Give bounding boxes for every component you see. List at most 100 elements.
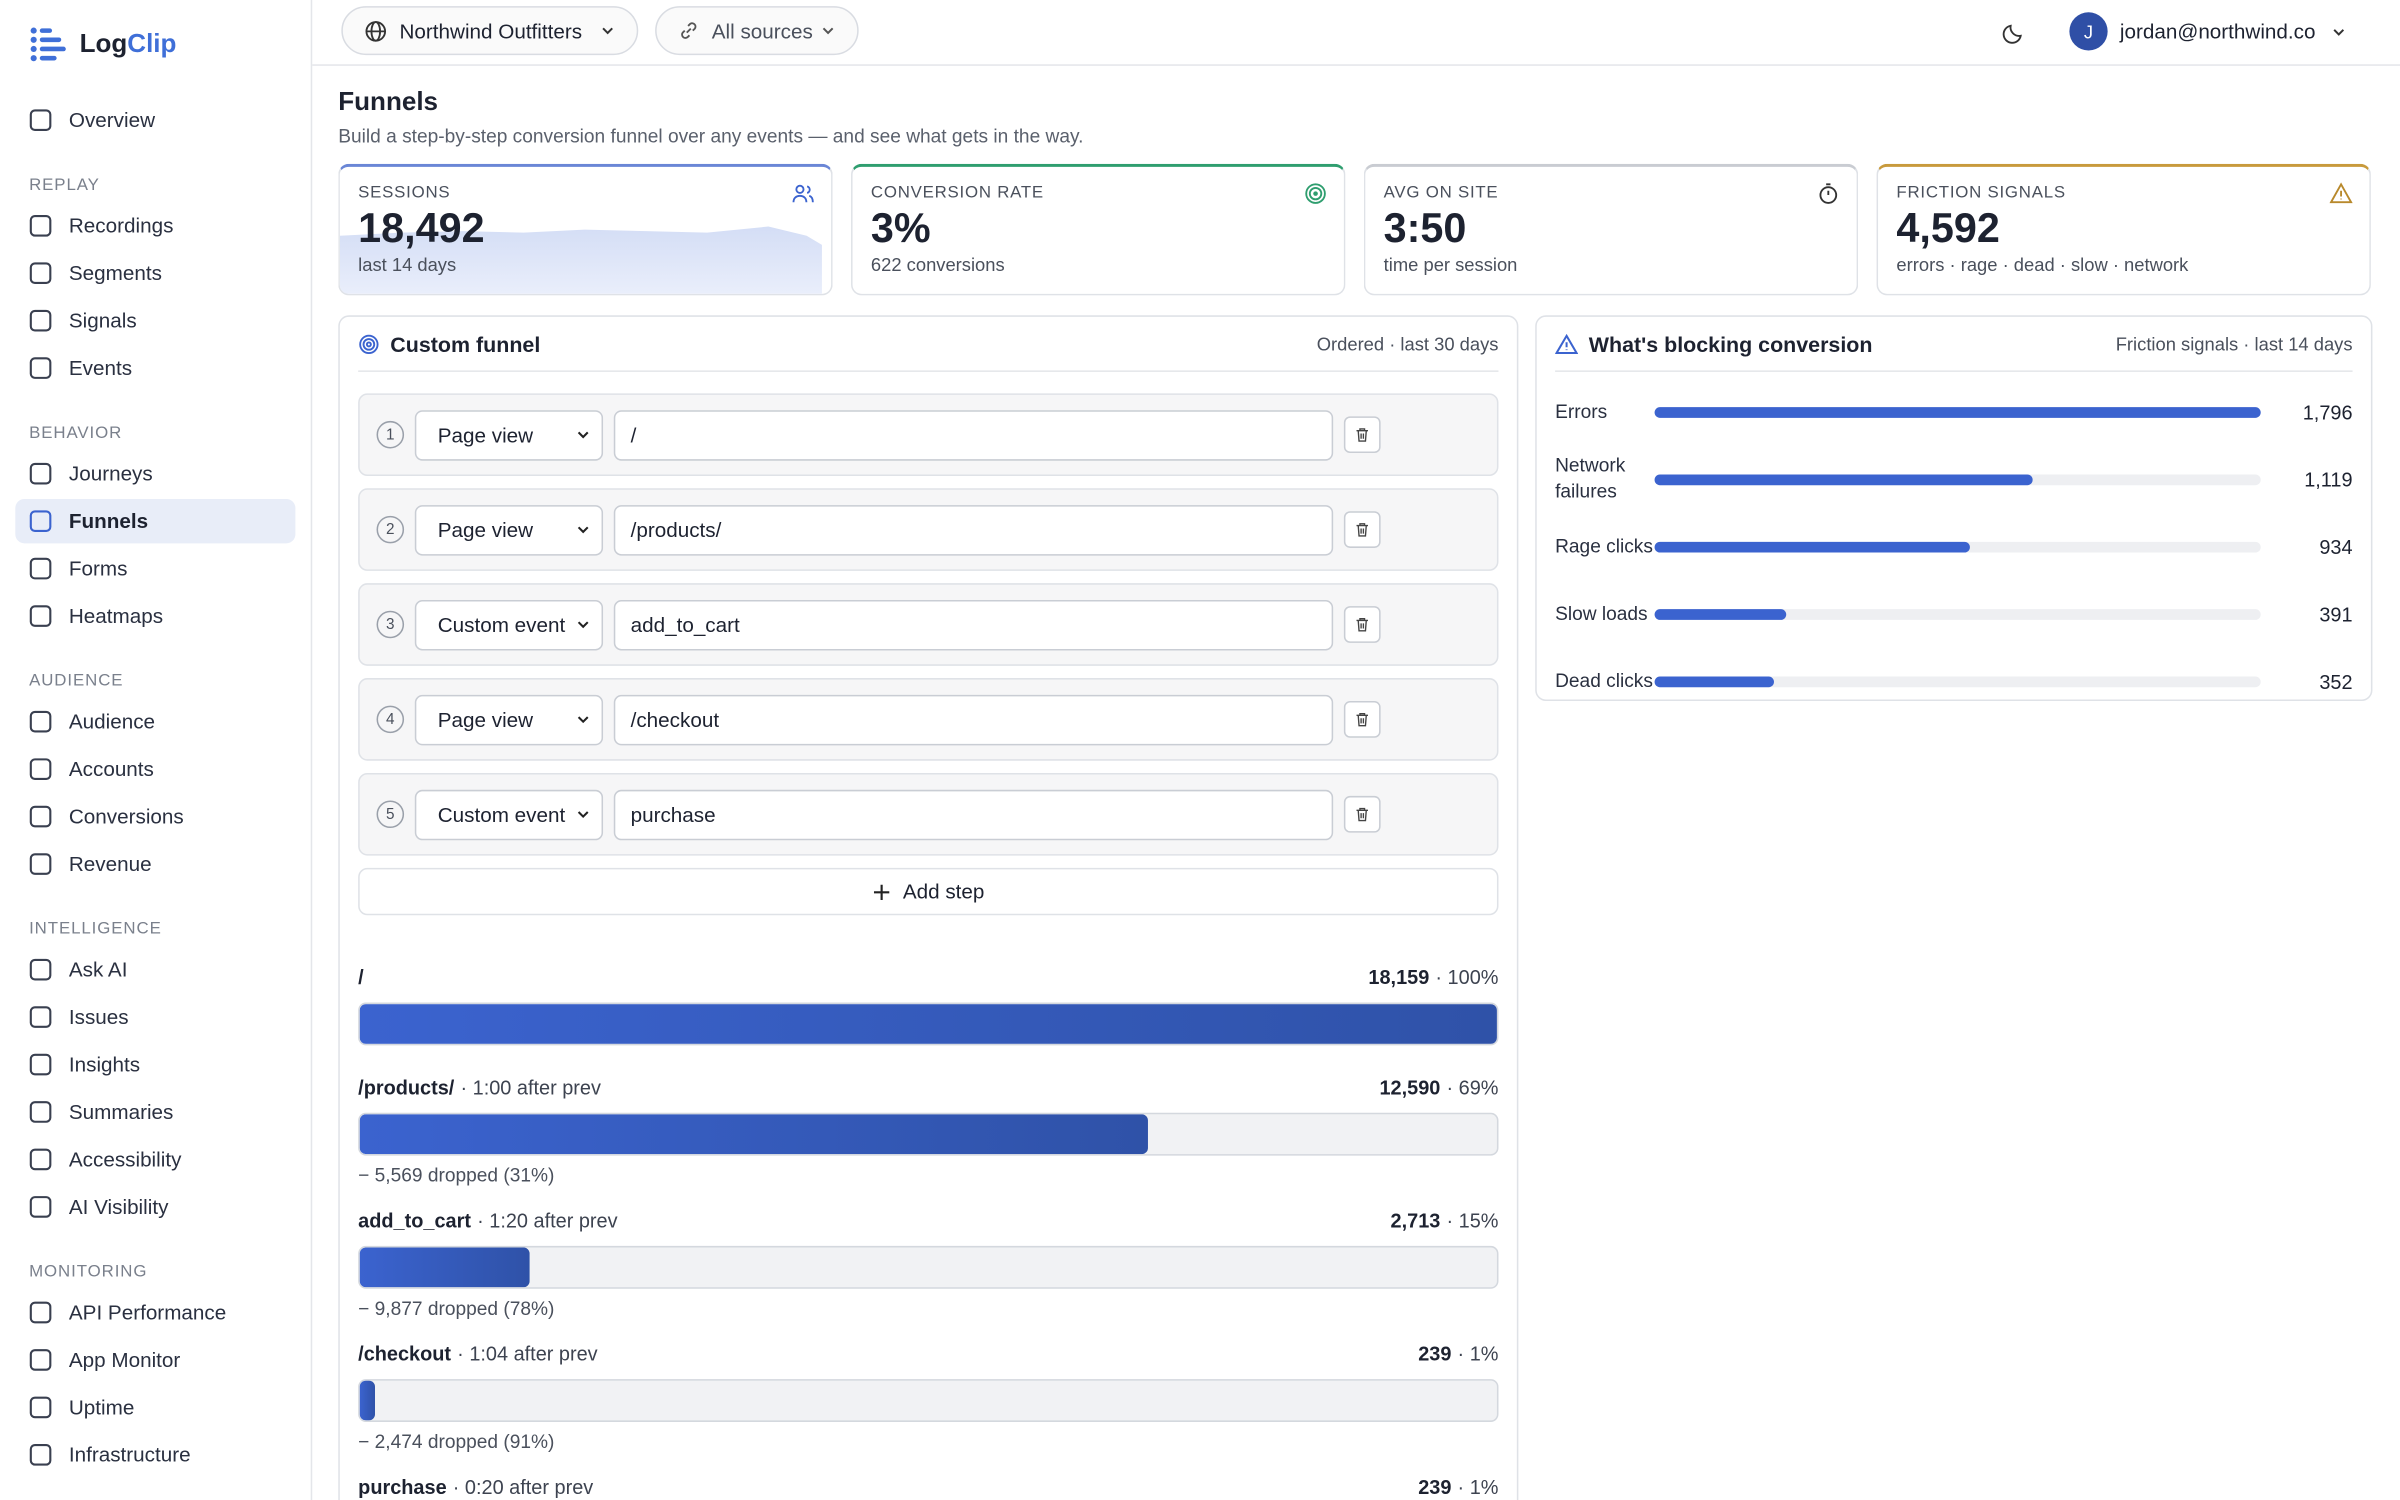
nav-item[interactable]: Heatmaps	[15, 594, 295, 638]
page-title: Funnels	[338, 87, 439, 117]
step-type: Page view	[437, 518, 534, 542]
icon	[577, 621, 589, 629]
delete-step[interactable]	[1343, 416, 1381, 454]
nav-item[interactable]: Revenue	[15, 842, 295, 886]
step-number: 5	[376, 800, 405, 829]
icon	[577, 526, 589, 534]
result-share: · 1%	[1457, 1341, 1499, 1365]
step-value: /	[630, 423, 637, 447]
result-bar	[359, 1004, 1497, 1044]
delete-step[interactable]	[1343, 795, 1381, 833]
result-bar	[359, 1380, 375, 1421]
nav-item[interactable]: Signals	[15, 298, 295, 342]
add-step[interactable]: Add step	[358, 867, 1499, 916]
blocking-label: Slow loads	[1555, 602, 1648, 624]
nav-item[interactable]: Journeys	[15, 452, 295, 496]
step-row: 4 Page view/checkout	[358, 678, 1499, 761]
blocking-head: What's blocking conversion Friction sign…	[1555, 317, 2353, 372]
result-head: purchase · 0:20 after prev 239 · 1%	[358, 1472, 1498, 1500]
nav-item[interactable]: API Performance	[15, 1290, 295, 1334]
icon	[1356, 618, 1368, 632]
nav-item[interactable]: Accessibility	[15, 1137, 295, 1181]
icon	[29, 758, 52, 780]
blocking-label: Dead clicks	[1555, 669, 1653, 692]
sidebar: Log Clip Overview REPLAY Recordings Segments…	[0, 0, 313, 1500]
nav: Overview REPLAY Recordings Segments Signals E…	[15, 98, 296, 1480]
nav-label: Recordings	[68, 214, 174, 238]
blocking-row: Dead clicks 352	[1555, 647, 2352, 714]
nav-item[interactable]: Accounts	[15, 747, 295, 791]
step-type-select[interactable]: Custom event	[414, 789, 604, 840]
user-menu[interactable]: J jordan@northwind.co	[2069, 12, 2346, 51]
stat-card: SESSIONS 18,492 last 14 days	[338, 163, 833, 296]
stat-note: 622 conversions	[870, 254, 1005, 276]
blocking-track	[1654, 473, 2261, 485]
step-type-select[interactable]: Page view	[414, 694, 604, 745]
sparkline	[339, 226, 822, 294]
delete-step[interactable]	[1343, 606, 1381, 643]
workspace-picker[interactable]: Northwind Outfitters	[341, 6, 639, 56]
icon	[29, 557, 52, 580]
stat-label: FRICTION SIGNALS	[1896, 183, 2066, 203]
nav-label: Summaries	[68, 1100, 174, 1124]
nav-label: Uptime	[68, 1395, 135, 1419]
nav-item[interactable]: App Monitor	[15, 1338, 295, 1382]
result-name: /	[358, 965, 364, 989]
nav-label: Insights	[68, 1053, 141, 1077]
nav-item[interactable]: Overview	[15, 98, 295, 142]
nav-item[interactable]: Funnels	[15, 498, 296, 544]
nav-label: Signals	[68, 309, 137, 333]
source-picker[interactable]: All sources	[655, 6, 859, 56]
blocking-track	[1654, 608, 2261, 620]
icon	[1356, 428, 1368, 442]
nav-item[interactable]: Insights	[15, 1042, 295, 1086]
user-email: jordan@northwind.co	[2119, 19, 2316, 43]
nav-item[interactable]: Events	[15, 346, 295, 390]
funnel-result: /products/· 1:00 after prev 12,590 · 69% − …	[358, 1073, 1499, 1186]
funnel-result: add_to_cart · 1:20 after prev 2,713 · 15% − …	[358, 1206, 1499, 1319]
nav-item[interactable]: Conversions	[15, 794, 295, 838]
nav-item[interactable]: AI Visibility	[15, 1185, 295, 1229]
step-type-select[interactable]: Page view	[414, 409, 604, 460]
delete-step[interactable]	[1343, 511, 1381, 548]
theme-toggle[interactable]	[2002, 21, 2025, 44]
icon	[29, 1101, 52, 1123]
nav-item[interactable]: Issues	[15, 995, 295, 1039]
step-row: 1 Page view /	[358, 393, 1499, 477]
nav-item[interactable]: Infrastructure	[15, 1433, 295, 1477]
icon	[29, 805, 52, 828]
blocking-bar	[1654, 675, 1774, 687]
icon	[1305, 183, 1326, 204]
delete-step[interactable]	[1343, 701, 1381, 738]
nav-item[interactable]: Audience	[15, 699, 295, 743]
blocking-bar	[1654, 541, 1970, 552]
blocking-row: Rage clicks 934	[1555, 513, 2352, 580]
icon	[29, 958, 52, 981]
blocking-value: 352	[2319, 669, 2353, 693]
nav-item[interactable]: Uptime	[15, 1385, 295, 1429]
icon	[29, 1148, 52, 1171]
step-value-input[interactable]: add_to_cart	[613, 599, 1334, 650]
stat-value: 4,592	[1896, 205, 2000, 252]
step-type-select[interactable]: Custom event	[414, 599, 604, 650]
result-share: · 15%	[1446, 1208, 1499, 1232]
funnel-title: Custom funnel	[390, 331, 541, 356]
step-value-input[interactable]: /checkout	[613, 694, 1334, 745]
nav-item[interactable]: Recordings	[15, 204, 295, 248]
step-value: purchase	[630, 802, 716, 826]
icon	[29, 214, 52, 237]
step-value-input[interactable]: /	[613, 409, 1334, 460]
nav-item[interactable]: Ask AI	[15, 947, 295, 991]
step-value-input[interactable]: purchase	[613, 789, 1334, 840]
result-share: · 100%	[1435, 965, 1499, 989]
step-value-input[interactable]: /products/	[613, 504, 1334, 555]
nav-item[interactable]: Segments	[15, 251, 295, 295]
stat-icon	[2329, 182, 2353, 213]
nav-item[interactable]: Forms	[15, 546, 295, 590]
result-track	[358, 1379, 1499, 1422]
step-type-select[interactable]: Page view	[414, 504, 604, 555]
nav-item[interactable]: Summaries	[15, 1090, 295, 1134]
result-after: · 0:20 after prev	[452, 1474, 594, 1498]
icon	[29, 1444, 52, 1466]
brand[interactable]: Log Clip	[28, 24, 177, 64]
